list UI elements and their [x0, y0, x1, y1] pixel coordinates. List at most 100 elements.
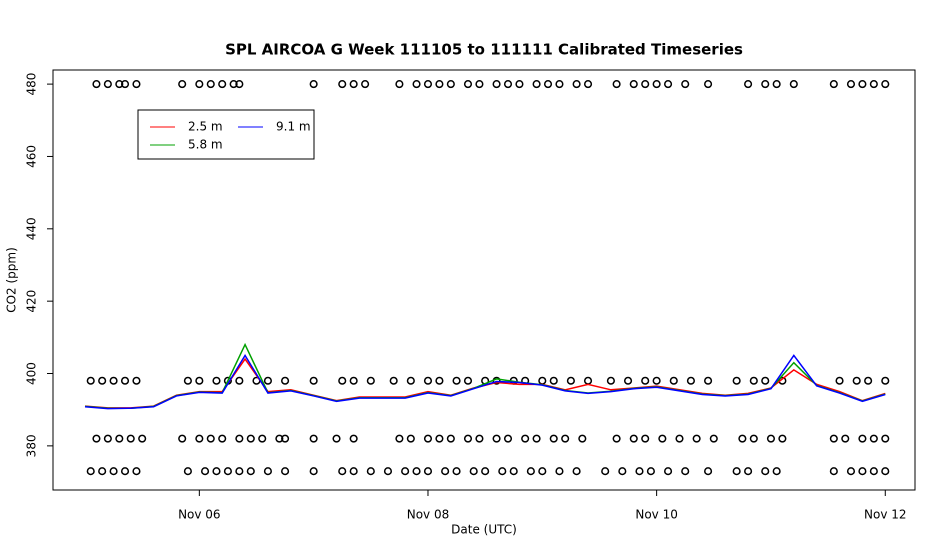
x-tick-label: Nov 08 — [407, 508, 450, 522]
flag-marker — [669, 376, 678, 385]
flag-marker — [652, 376, 661, 385]
flag-marker — [349, 376, 358, 385]
flag-marker — [86, 467, 95, 476]
flag-marker — [623, 376, 633, 385]
flag-marker — [309, 434, 318, 443]
flag-marker — [692, 434, 701, 443]
flag-marker — [778, 434, 787, 443]
flag-marker — [749, 376, 758, 385]
flag-marker — [629, 80, 638, 89]
flag-marker — [772, 80, 781, 89]
flag-marker — [841, 434, 850, 443]
flag-marker — [463, 376, 473, 385]
flag-marker — [704, 467, 713, 476]
flag-marker — [212, 376, 221, 385]
flag-marker — [492, 434, 501, 443]
flag-marker — [183, 467, 192, 476]
flag-marker — [732, 467, 741, 476]
flag-marker — [103, 80, 112, 89]
flag-marker — [263, 467, 272, 476]
chart-title: SPL AIRCOA G Week 111105 to 111111 Calib… — [225, 41, 743, 59]
flag-marker — [881, 376, 890, 385]
flag-marker — [526, 467, 535, 476]
legend-label: 2.5 m — [188, 120, 223, 134]
flag-marker — [86, 376, 95, 385]
flag-marker — [338, 467, 347, 476]
flag-marker — [869, 467, 878, 476]
flag-marker — [120, 467, 130, 476]
flag-marker — [549, 376, 558, 385]
flag-marker — [646, 467, 655, 476]
flag-marker — [423, 467, 433, 476]
flag-marker — [92, 434, 101, 443]
flag-marker — [132, 376, 141, 385]
flag-marker — [258, 434, 267, 443]
flag-marker — [183, 376, 192, 385]
flag-marker — [423, 80, 433, 89]
flag-marker — [858, 80, 867, 89]
flag-marker — [635, 467, 644, 476]
flag-marker — [612, 80, 621, 89]
flag-marker — [641, 376, 650, 385]
flag-marker — [761, 467, 770, 476]
flag-marker — [138, 434, 147, 443]
flag-marker — [395, 434, 404, 443]
flag-marker — [463, 434, 473, 443]
flag-marker — [452, 467, 461, 476]
y-tick-label: 440 — [25, 217, 39, 240]
flag-marker — [881, 434, 890, 443]
flag-marker — [195, 80, 204, 89]
flag-marker — [309, 467, 318, 476]
flag-marker — [452, 376, 461, 385]
flag-marker — [309, 376, 318, 385]
flag-marker — [829, 80, 838, 89]
flag-marker — [115, 434, 124, 443]
flag-marker — [309, 80, 318, 89]
flag-marker — [789, 80, 798, 89]
flag-marker — [441, 467, 450, 476]
flag-marker — [612, 434, 621, 443]
flag-marker — [435, 80, 444, 89]
flag-marker — [869, 80, 878, 89]
flag-marker — [538, 376, 547, 385]
flag-marker — [366, 467, 375, 476]
flag-marker — [218, 80, 227, 89]
flag-marker — [235, 434, 244, 443]
flag-marker — [498, 467, 507, 476]
flag-marker — [195, 376, 204, 385]
flag-marker — [178, 80, 187, 89]
flag-marker — [515, 80, 524, 89]
legend-label: 9.1 m — [276, 120, 311, 134]
flag-marker — [846, 80, 856, 89]
flag-marker — [738, 434, 747, 443]
plot-frame — [52, 69, 916, 491]
flag-marker — [704, 376, 713, 385]
flag-marker — [772, 467, 781, 476]
y-tick-label: 380 — [25, 434, 39, 457]
flag-marker — [92, 80, 101, 89]
flag-marker — [235, 80, 244, 89]
flag-marker — [132, 467, 141, 476]
flag-marker — [246, 467, 255, 476]
flag-marker — [766, 434, 776, 443]
flag-marker — [275, 434, 284, 443]
flag-marker — [709, 434, 718, 443]
flag-marker — [686, 376, 695, 385]
flag-marker — [126, 434, 135, 443]
series-line — [84, 353, 886, 410]
flag-marker — [555, 467, 564, 476]
flag-marker — [549, 434, 558, 443]
flag-marker — [869, 434, 878, 443]
flag-marker — [744, 467, 753, 476]
flag-marker — [383, 467, 393, 476]
flag-marker — [98, 467, 107, 476]
flag-marker — [401, 467, 410, 476]
y-tick-label: 460 — [25, 145, 39, 168]
flag-marker — [583, 80, 593, 89]
flag-marker — [178, 434, 187, 443]
flag-marker — [881, 80, 890, 89]
flag-marker — [664, 467, 673, 476]
flag-marker — [555, 80, 564, 89]
flag-marker — [195, 434, 204, 443]
